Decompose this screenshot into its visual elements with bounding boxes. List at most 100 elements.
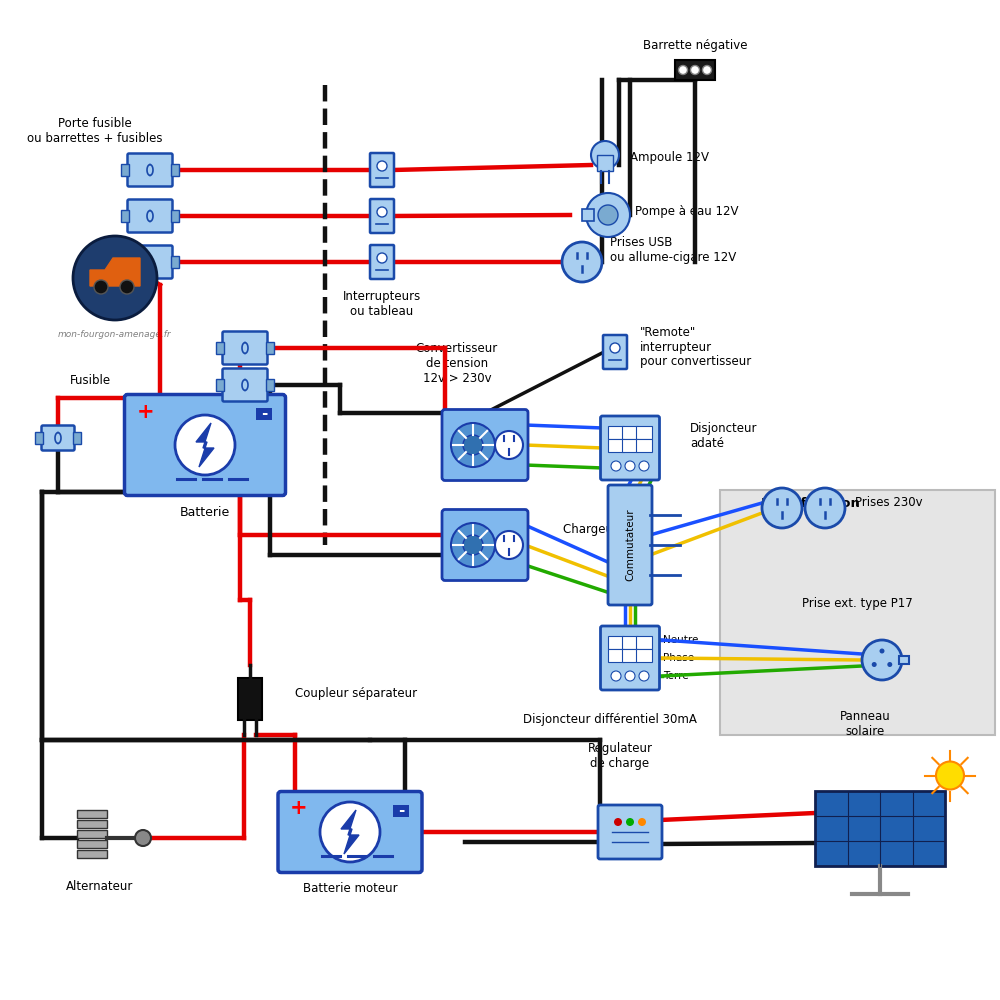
Text: Porte fusible
ou barrettes + fusibles: Porte fusible ou barrettes + fusibles xyxy=(27,117,163,145)
FancyBboxPatch shape xyxy=(442,510,528,580)
Bar xyxy=(636,426,652,439)
Circle shape xyxy=(591,141,619,169)
Circle shape xyxy=(463,435,483,455)
Circle shape xyxy=(562,242,602,282)
FancyBboxPatch shape xyxy=(442,410,528,481)
Bar xyxy=(121,164,129,176)
Text: -: - xyxy=(261,406,268,421)
Circle shape xyxy=(463,535,483,555)
Text: Barrette négative: Barrette négative xyxy=(643,39,747,52)
Bar xyxy=(636,636,652,649)
Bar xyxy=(636,649,652,662)
Bar xyxy=(582,209,594,221)
Circle shape xyxy=(611,461,621,471)
Circle shape xyxy=(872,662,877,667)
Bar xyxy=(77,850,107,858)
Text: Commutateur: Commutateur xyxy=(625,509,635,581)
Bar xyxy=(77,840,107,848)
Text: Batterie: Batterie xyxy=(180,506,230,518)
Circle shape xyxy=(936,762,964,790)
Bar xyxy=(636,439,652,452)
Text: Fusible: Fusible xyxy=(70,373,111,386)
FancyBboxPatch shape xyxy=(124,394,286,495)
FancyBboxPatch shape xyxy=(370,199,394,233)
Text: mon-fourgon-amenage.fr: mon-fourgon-amenage.fr xyxy=(58,330,172,339)
Circle shape xyxy=(175,415,235,475)
Circle shape xyxy=(135,830,151,846)
Text: Hors fourgon: Hors fourgon xyxy=(761,497,859,510)
Text: Ampoule 12V: Ampoule 12V xyxy=(630,150,709,163)
FancyBboxPatch shape xyxy=(128,153,173,186)
FancyBboxPatch shape xyxy=(128,245,173,278)
Text: Interrupteurs
ou tableau: Interrupteurs ou tableau xyxy=(343,290,421,318)
Text: Régulateur
de charge: Régulateur de charge xyxy=(588,742,652,770)
Text: Phase: Phase xyxy=(663,653,694,663)
Bar xyxy=(815,790,945,865)
Circle shape xyxy=(495,431,523,459)
Text: Neutre: Neutre xyxy=(663,635,698,645)
Text: Chargeur 230v: Chargeur 230v xyxy=(563,524,651,536)
Bar xyxy=(899,656,909,664)
Circle shape xyxy=(377,207,387,217)
FancyBboxPatch shape xyxy=(598,805,662,859)
FancyBboxPatch shape xyxy=(600,416,660,480)
FancyBboxPatch shape xyxy=(128,200,173,232)
Bar xyxy=(720,490,995,735)
Circle shape xyxy=(495,531,523,559)
Text: "Remote"
interrupteur
pour convertisseur: "Remote" interrupteur pour convertisseur xyxy=(640,326,751,368)
Circle shape xyxy=(625,461,635,471)
Circle shape xyxy=(638,818,646,826)
Text: Panneau
solaire: Panneau solaire xyxy=(840,710,890,738)
Text: Pompe à eau 12V: Pompe à eau 12V xyxy=(635,205,738,218)
Text: Prises 230v: Prises 230v xyxy=(855,496,923,510)
Circle shape xyxy=(377,161,387,171)
Bar xyxy=(73,432,81,444)
Circle shape xyxy=(626,818,634,826)
Bar xyxy=(622,636,638,649)
Circle shape xyxy=(451,423,495,467)
Circle shape xyxy=(639,461,649,471)
Circle shape xyxy=(639,671,649,681)
Bar xyxy=(622,439,638,452)
Bar xyxy=(35,432,43,444)
Text: -: - xyxy=(398,803,404,818)
Bar xyxy=(216,342,224,354)
Bar xyxy=(597,155,613,171)
Bar xyxy=(266,342,274,354)
Text: Prise ext. type P17: Prise ext. type P17 xyxy=(802,597,912,610)
Bar xyxy=(121,256,129,268)
Circle shape xyxy=(611,671,621,681)
Text: Coupleur séparateur: Coupleur séparateur xyxy=(295,686,417,700)
Circle shape xyxy=(598,205,618,225)
Polygon shape xyxy=(90,258,140,286)
Text: Alternateur: Alternateur xyxy=(66,880,134,893)
Bar xyxy=(608,426,624,439)
Bar xyxy=(171,210,179,222)
Circle shape xyxy=(73,236,157,320)
FancyBboxPatch shape xyxy=(608,485,652,605)
Bar xyxy=(121,210,129,222)
Circle shape xyxy=(690,65,700,74)
Bar xyxy=(238,678,262,720)
Circle shape xyxy=(586,193,630,237)
Bar xyxy=(171,164,179,176)
FancyBboxPatch shape xyxy=(41,426,74,450)
Bar xyxy=(608,649,624,662)
Bar xyxy=(608,636,624,649)
Text: Prises USB
ou allume-cigare 12V: Prises USB ou allume-cigare 12V xyxy=(610,236,736,264)
Circle shape xyxy=(320,802,380,862)
Text: Disjoncteur
adaté: Disjoncteur adaté xyxy=(690,422,758,450)
Circle shape xyxy=(805,488,845,528)
Circle shape xyxy=(762,488,802,528)
Text: +: + xyxy=(137,401,154,422)
Circle shape xyxy=(614,818,622,826)
Circle shape xyxy=(887,662,892,667)
Bar xyxy=(77,830,107,838)
Circle shape xyxy=(94,280,108,294)
Bar xyxy=(622,649,638,662)
Text: Batterie moteur: Batterie moteur xyxy=(303,883,397,896)
Circle shape xyxy=(880,648,885,654)
Text: Convertisseur
de tension
12v > 230v: Convertisseur de tension 12v > 230v xyxy=(416,342,498,385)
Polygon shape xyxy=(196,423,214,467)
Text: Disjoncteur différentiel 30mA: Disjoncteur différentiel 30mA xyxy=(523,713,697,726)
